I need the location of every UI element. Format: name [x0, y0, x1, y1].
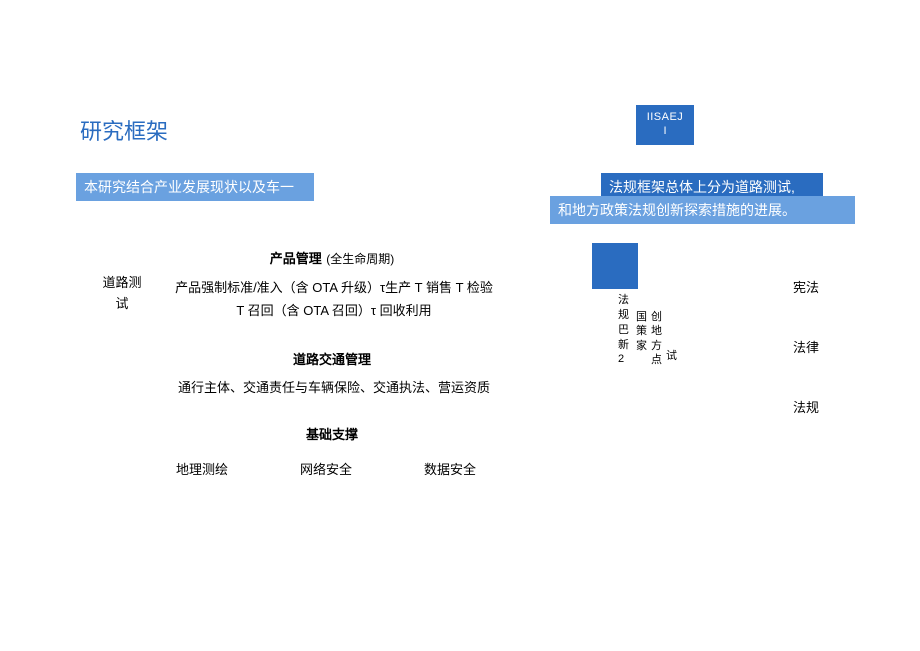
- logo-badge: IISAEJ I: [636, 105, 694, 145]
- right-lbl-2: 法律: [793, 337, 819, 356]
- badge-l2: I: [663, 125, 666, 137]
- section2-head: 道路交通管理: [168, 349, 496, 368]
- mid-col1: 国 策 家: [636, 310, 647, 353]
- left-label: 道路测 试: [98, 273, 146, 315]
- section1-body: 产品强制标准/准入（含 OTA 升级）τ生产 T 销售 T 检验 T 召回（含 …: [164, 276, 504, 323]
- section1-head: 产品管理 (全生命周期): [168, 248, 496, 268]
- mid-col3: 试: [666, 349, 677, 363]
- mid-col2: 创 地 方 点: [651, 310, 662, 367]
- banner-left: 本研究结合产业发展现状以及车一: [76, 173, 314, 201]
- mid-v-left: 法 规 巴 新 2: [618, 293, 629, 367]
- section3-item3: 数据安全: [424, 458, 476, 481]
- section3-item2: 网络安全: [300, 458, 352, 481]
- banner-right-2: 和地方政策法规创新探索措施的进展。: [550, 196, 855, 224]
- badge-l1: IISAEJ: [647, 111, 684, 123]
- section2-body: 通行主体、交通责任与车辆保险、交通执法、营运资质: [164, 376, 504, 399]
- section3-head: 基础支撑: [168, 424, 496, 443]
- right-lbl-3: 法规: [793, 397, 819, 416]
- section3-item1: 地理测绘: [176, 458, 228, 481]
- right-lbl-1: 宪法: [793, 277, 819, 296]
- page-title: 研究框架: [80, 114, 168, 146]
- blue-box: [592, 243, 638, 289]
